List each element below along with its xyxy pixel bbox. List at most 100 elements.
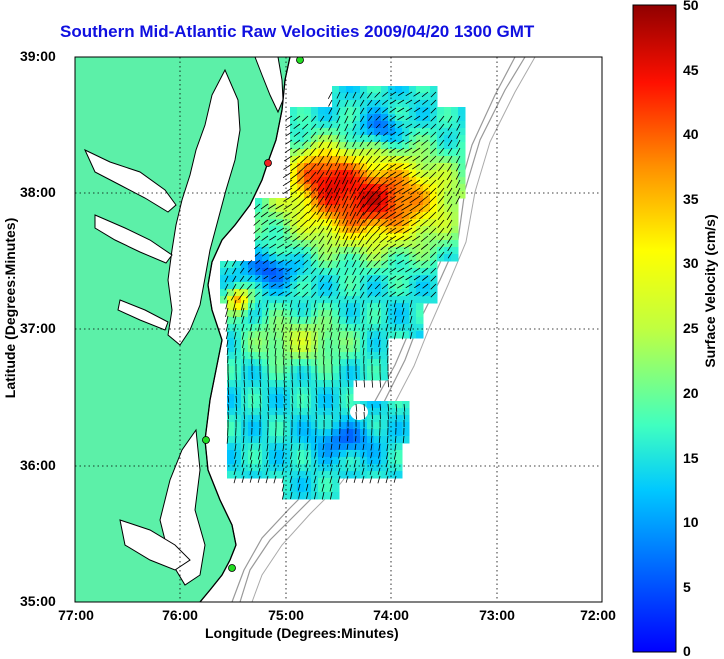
velocity-arrow [456,147,461,156]
velocity-arrow [378,219,389,229]
velocity-cell [276,226,284,234]
velocity-arrow [335,243,341,253]
velocity-arrow [344,123,349,132]
velocity-arrow [405,131,413,137]
velocity-arrow [313,483,317,492]
velocity-cell [325,331,333,339]
velocity-arrow [299,211,309,220]
velocity-arrow [314,347,317,357]
velocity-arrow [302,291,309,298]
colorbar [632,4,677,653]
velocity-arrow [313,467,317,476]
velocity-cell [269,422,277,430]
velocity-arrow [328,275,333,283]
velocity-arrow [259,387,262,396]
velocity-cell [409,282,417,290]
velocity-arrow [343,147,349,157]
velocity-arrow [422,115,429,121]
velocity-cell [311,135,319,143]
velocity-cell [262,429,270,437]
velocity-arrow [373,147,381,155]
velocity-cell [255,282,263,290]
velocity-arrow [377,331,381,340]
velocity-cell [430,205,438,213]
velocity-cell [451,135,459,143]
velocity-cell [444,205,452,213]
velocity-arrow [405,291,413,297]
velocity-cell [283,282,291,290]
velocity-arrow [234,339,237,348]
velocity-cell [395,156,403,164]
velocity-cell [339,226,347,234]
velocity-cell [346,191,354,199]
velocity-cell [339,387,347,395]
x-tick-label: 75:00 [268,607,304,623]
velocity-arrow [363,211,373,224]
velocity-cell [395,86,403,94]
velocity-arrow [330,491,333,500]
velocity-cell [367,457,375,465]
velocity-arrow [319,283,325,290]
velocity-cell [297,310,305,318]
velocity-arrow [358,251,365,261]
data-gap [350,404,368,420]
velocity-cell [339,100,347,108]
velocity-cell [360,275,368,283]
velocity-cell [325,219,333,227]
velocity-arrow [257,307,261,316]
velocity-cell [241,352,249,360]
velocity-cell [381,310,389,318]
velocity-arrow [306,435,309,443]
velocity-cell [255,254,263,262]
velocity-arrow [420,171,429,179]
velocity-cell [395,170,403,178]
velocity-cell [458,156,466,164]
velocity-cell [353,310,361,318]
velocity-arrow [371,227,381,237]
velocity-arrow [428,195,437,204]
velocity-arrow [446,235,453,244]
velocity-cell [297,142,305,150]
velocity-arrow [403,243,413,250]
velocity-cell [297,464,305,472]
velocity-cell [339,471,347,479]
velocity-arrow [292,147,301,154]
velocity-cell [269,261,277,269]
velocity-arrow [344,291,349,300]
velocity-cell [311,121,319,129]
y-tick-label: 37:00 [20,320,56,336]
velocity-cell [402,282,410,290]
velocity-cell [437,240,445,248]
velocity-cell [423,226,431,234]
velocity-arrow [422,123,429,129]
velocity-cell [269,450,277,458]
velocity-cell [451,170,459,178]
velocity-cell [325,163,333,171]
velocity-cell [276,401,284,409]
velocity-arrow [285,259,293,265]
velocity-arrow [374,99,381,106]
velocity-arrow [385,467,389,476]
velocity-arrow [412,147,421,154]
velocity-cell [381,254,389,262]
velocity-cell [423,282,431,290]
velocity-arrow [356,203,365,217]
velocity-cell [360,191,368,199]
velocity-arrow [447,147,453,155]
velocity-cell [248,317,256,325]
velocity-cell [269,373,277,381]
velocity-arrow [241,323,245,332]
velocity-arrow [379,235,389,244]
velocity-arrow [389,147,397,153]
velocity-arrow [430,275,437,282]
velocity-arrow [420,227,429,235]
velocity-arrow [291,387,294,396]
velocity-cell [360,170,368,178]
velocity-cell [325,443,333,451]
velocity-arrow [329,475,333,484]
velocity-cell [241,331,249,339]
velocity-cell [346,170,354,178]
velocity-cell [332,317,340,325]
velocity-cell [269,233,277,241]
velocity-arrow [261,243,269,249]
